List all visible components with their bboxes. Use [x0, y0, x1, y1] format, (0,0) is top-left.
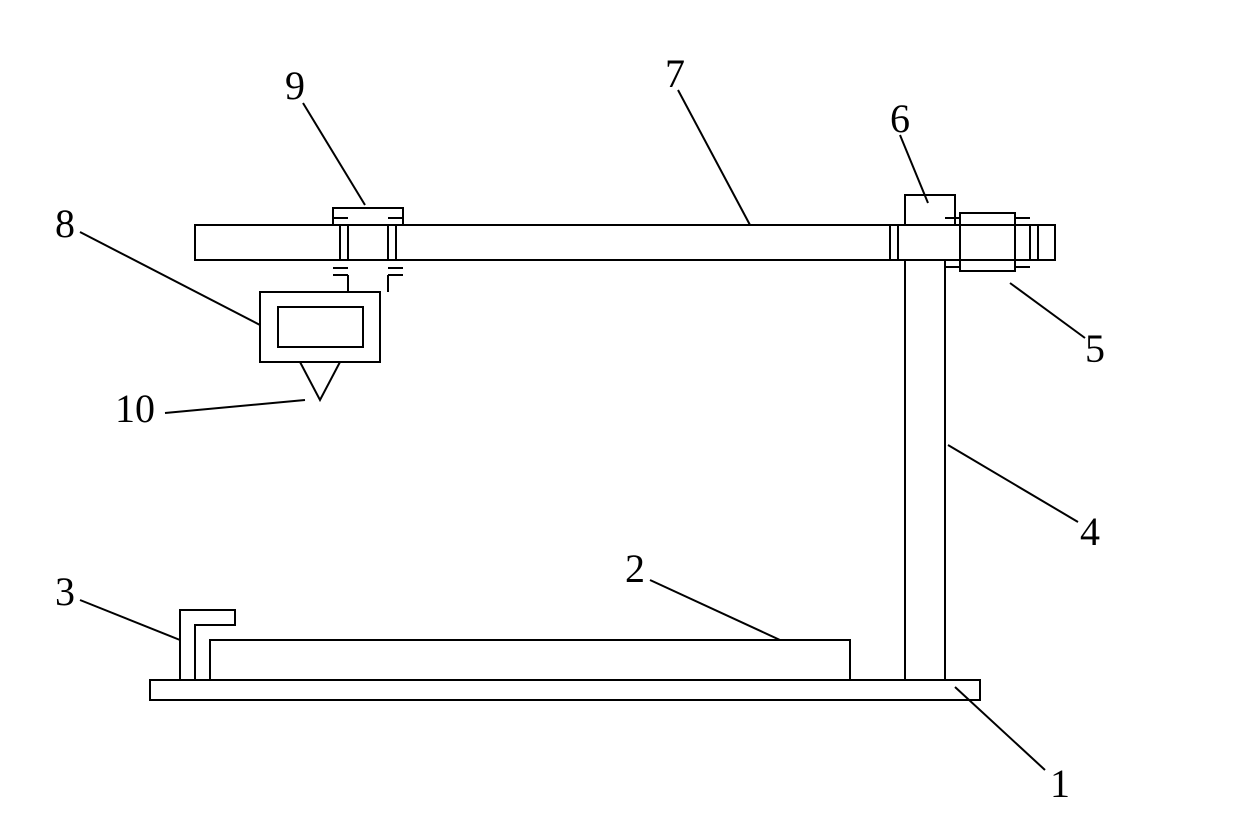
- label-4: 4: [1080, 508, 1100, 555]
- leader-10: [165, 400, 305, 413]
- label-6: 6: [890, 95, 910, 142]
- clamp: [180, 610, 235, 680]
- label-5: 5: [1085, 325, 1105, 372]
- crossbar: [195, 225, 1055, 260]
- leader-9: [303, 103, 365, 205]
- label-9: 9: [285, 62, 305, 109]
- label-2: 2: [625, 545, 645, 592]
- carriage-assembly: [260, 208, 403, 400]
- label-8: 8: [55, 200, 75, 247]
- leader-1: [955, 687, 1045, 770]
- leader-4: [948, 445, 1078, 522]
- leader-6: [900, 135, 928, 203]
- leader-8: [80, 232, 260, 325]
- work-table: [210, 640, 850, 680]
- label-1: 1: [1050, 760, 1070, 807]
- base-plate: [150, 680, 980, 700]
- drawing-svg: [0, 0, 1239, 832]
- nozzle-tip: [300, 362, 340, 400]
- leader-lines: [80, 90, 1085, 770]
- inner-block: [278, 307, 363, 347]
- label-3: 3: [55, 568, 75, 615]
- leader-7: [678, 90, 750, 225]
- leader-2: [650, 580, 780, 640]
- vertical-column: [905, 260, 945, 680]
- leader-3: [80, 600, 180, 640]
- leader-5: [1010, 283, 1085, 338]
- technical-diagram: 1 2 3 4 5 6 7 8 9 10: [0, 0, 1239, 832]
- label-7: 7: [665, 50, 685, 97]
- label-10: 10: [115, 385, 155, 432]
